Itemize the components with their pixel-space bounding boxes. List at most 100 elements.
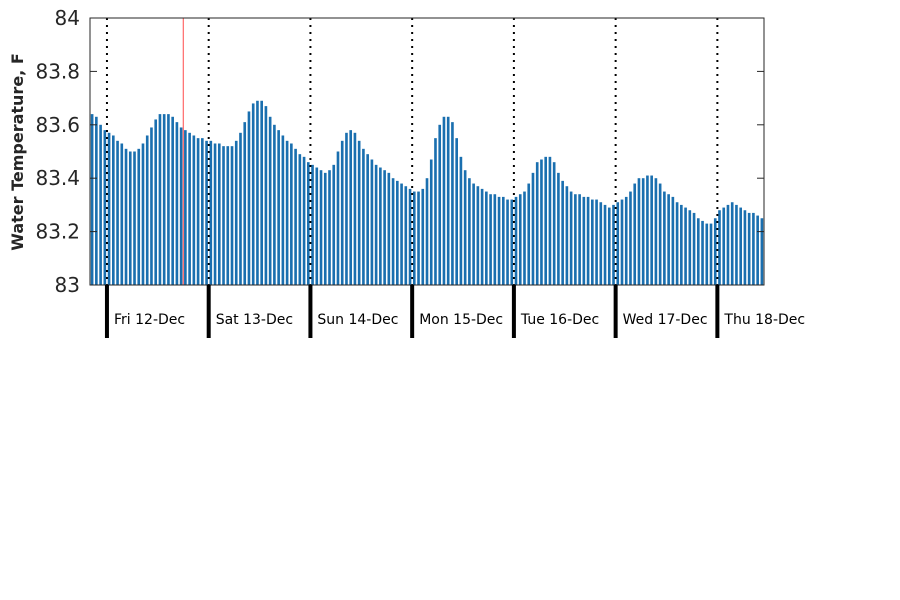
bar <box>323 172 327 285</box>
day-label: Sat 13-Dec <box>216 312 293 328</box>
bar <box>387 172 391 285</box>
x-axis-day-labels: Fri 12-Dec Sat 13-Dec Sun 14-Dec Mon 15-Dec… <box>114 312 805 328</box>
bar <box>396 180 399 285</box>
bar <box>709 223 713 285</box>
bar <box>747 212 751 285</box>
bar <box>107 132 111 285</box>
bar <box>349 130 353 285</box>
bar <box>527 183 531 285</box>
bar <box>171 116 174 285</box>
bar <box>141 143 145 285</box>
bar <box>696 218 700 285</box>
bar <box>760 218 764 285</box>
bar <box>675 202 679 285</box>
y-tick-label: 83.8 <box>35 59 80 83</box>
bar <box>162 114 166 286</box>
bar <box>641 178 645 285</box>
bar <box>150 127 153 285</box>
bar <box>201 138 204 285</box>
y-tick-label: 83 <box>55 273 80 297</box>
bar <box>145 135 149 285</box>
bar <box>591 199 594 285</box>
bar <box>442 116 446 285</box>
bar <box>463 170 467 285</box>
bar <box>239 132 242 285</box>
day-label: Fri 12-Dec <box>114 312 185 328</box>
bar <box>412 191 416 285</box>
bar <box>408 188 412 285</box>
bar <box>713 218 717 285</box>
bar <box>243 122 247 285</box>
bar <box>705 223 709 285</box>
bar <box>192 135 196 285</box>
bar <box>472 183 475 285</box>
bar <box>438 124 442 285</box>
bar <box>574 194 577 285</box>
bar <box>230 146 234 285</box>
bar <box>663 191 666 285</box>
bar <box>501 196 505 285</box>
bar <box>319 170 323 285</box>
bar <box>188 132 191 285</box>
bar <box>629 191 632 285</box>
bar <box>298 154 302 285</box>
bar <box>531 172 535 285</box>
bar <box>336 151 340 285</box>
day-label: Wed 17-Dec <box>623 312 708 328</box>
bar <box>459 156 463 285</box>
bar <box>205 140 208 285</box>
bar <box>154 119 158 286</box>
bar <box>680 204 683 285</box>
y-tick-label: 83.2 <box>35 220 80 244</box>
bar <box>285 140 289 285</box>
bar <box>90 114 94 286</box>
bar <box>362 148 365 285</box>
bar <box>260 100 263 286</box>
bar <box>612 204 615 285</box>
bar <box>510 199 514 285</box>
bar <box>506 199 509 285</box>
bar <box>523 191 526 285</box>
bar <box>281 135 285 285</box>
bar <box>400 183 403 285</box>
bar <box>569 191 573 285</box>
bar <box>620 199 624 285</box>
bar <box>468 178 471 285</box>
bar <box>599 202 603 285</box>
bar <box>179 127 183 285</box>
bar <box>671 196 675 285</box>
y-axis: 83 83.2 83.4 83.6 83.8 84 <box>35 6 764 297</box>
bar <box>256 100 259 286</box>
bar <box>124 148 128 285</box>
bar <box>544 156 548 285</box>
bar <box>607 207 611 285</box>
bar <box>476 186 480 285</box>
bar <box>340 140 344 285</box>
bar <box>684 207 687 285</box>
bar <box>290 143 293 285</box>
y-axis-title: Water Temperature, F <box>8 53 27 251</box>
bar <box>726 204 730 285</box>
bar <box>752 212 755 285</box>
bar <box>692 212 696 285</box>
bar <box>404 186 408 285</box>
bar <box>306 162 310 285</box>
bar <box>489 194 492 285</box>
bar <box>540 159 543 285</box>
bar <box>328 170 331 285</box>
bar <box>557 172 560 285</box>
day-label: Mon 15-Dec <box>419 312 503 328</box>
bar <box>95 116 98 285</box>
bar <box>133 151 136 285</box>
bar <box>514 196 518 285</box>
bar <box>603 204 607 285</box>
bar <box>624 196 628 285</box>
bar <box>578 194 581 285</box>
bar <box>273 124 276 285</box>
bar <box>429 159 433 285</box>
bar <box>209 140 213 285</box>
bar <box>688 210 692 285</box>
bar <box>446 116 450 285</box>
bar <box>582 196 586 285</box>
